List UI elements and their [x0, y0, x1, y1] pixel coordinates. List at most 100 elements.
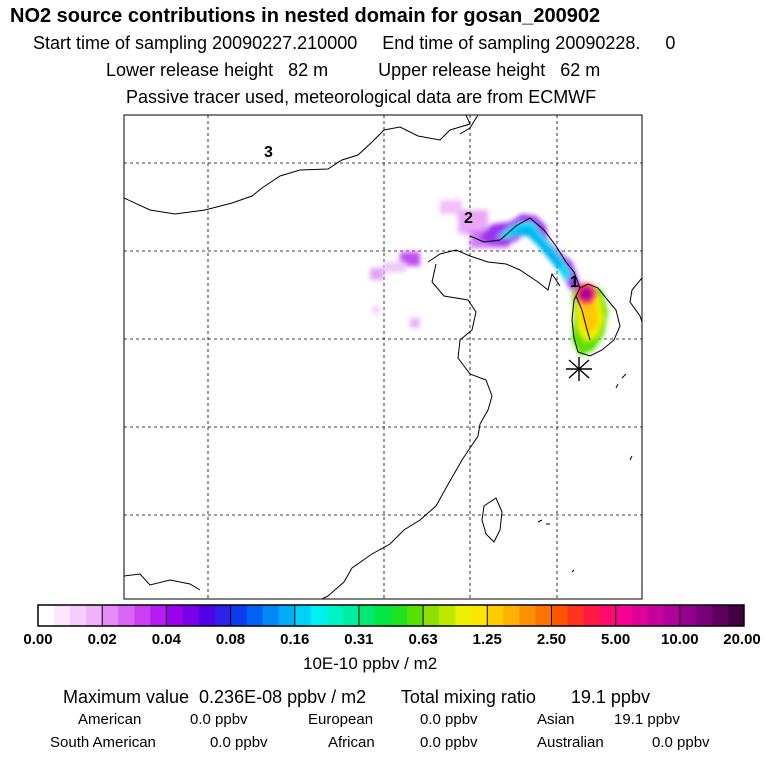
trajectory-labels: 1 2 3 [264, 144, 579, 291]
colorbar-tick-label: 0.08 [215, 631, 246, 648]
colorbar-swatch [487, 605, 504, 626]
colorbar-swatch [358, 605, 376, 626]
korea-inner-border [575, 295, 591, 341]
colorbar-swatch [695, 605, 713, 626]
coastlines [124, 115, 642, 599]
colorbar-swatch [471, 605, 488, 626]
colorbar-swatch [294, 605, 312, 626]
colorbar-swatch [727, 605, 745, 626]
china-coast [321, 263, 493, 599]
colorbar-swatch [118, 605, 135, 626]
colorbar-swatch [102, 605, 119, 626]
inner-mongolia-border [124, 115, 471, 215]
manchuria-border [459, 115, 479, 135]
colorbar-swatch [342, 605, 360, 626]
colorbar-swatch [647, 605, 665, 626]
colorbar-units: 10E-10 ppbv / m2 [303, 654, 438, 673]
region-name: American [78, 711, 142, 728]
taiwan-outline [481, 497, 503, 543]
colorbar-swatch [455, 605, 472, 626]
colorbar-swatch [599, 605, 617, 626]
colorbar-frame [37, 604, 745, 627]
colorbar-swatch [663, 605, 681, 626]
japan-coast [629, 277, 642, 323]
region-name: Asian [537, 711, 575, 728]
colorbar-swatch [326, 605, 344, 626]
latlon-grid [124, 115, 642, 599]
colorbar-tick-label: 2.50 [536, 631, 567, 648]
colorbar-swatch [134, 605, 151, 626]
release-height-line: Lower release height 82 m Upper release … [106, 60, 601, 80]
colorbar-tick-label: 1.25 [472, 631, 502, 648]
colorbar-swatch [230, 605, 248, 626]
region-name: African [328, 734, 375, 751]
colorbar-swatch [198, 605, 215, 626]
plume-cell [370, 268, 384, 280]
region-name: South American [50, 734, 156, 751]
plume-cell [384, 262, 406, 272]
colorbar-swatch [535, 605, 552, 626]
colorbar-tick-label: 0.63 [408, 631, 438, 648]
colorbar-swatch [679, 605, 697, 626]
trajectory-label-1: 1 [570, 274, 579, 291]
colorbar-swatch [519, 605, 536, 626]
plume-band [508, 228, 562, 270]
colorbar-swatch [439, 605, 456, 626]
region-name: European [308, 711, 374, 728]
colorbar-tick-label: 0.16 [280, 631, 310, 648]
trajectory-label-2: 2 [464, 210, 473, 227]
map-frame [123, 114, 643, 600]
colorbar [37, 604, 745, 627]
region-value: 0.0 ppbv [420, 734, 478, 751]
hainan-hint [124, 573, 201, 591]
colorbar-swatch [86, 605, 103, 626]
colorbar-tick-label: 0.31 [344, 631, 374, 648]
region-value: 0.0 ppbv [190, 711, 248, 728]
colorbar-tick-label: 5.00 [601, 631, 631, 648]
region-value: 0.0 ppbv [420, 711, 478, 728]
colorbar-swatch [423, 605, 440, 626]
colorbar-swatch [567, 605, 585, 626]
colorbar-tick-label: 0.00 [23, 631, 53, 648]
region-value: 0.0 ppbv [210, 734, 268, 751]
plume-cell [440, 200, 462, 214]
colorbar-swatch [374, 605, 392, 626]
region-name: Australian [537, 734, 604, 751]
plume-cell [372, 306, 380, 314]
colorbar-swatch [182, 605, 199, 626]
tracer-info-line: Passive tracer used, meteorological data… [126, 87, 597, 107]
trajectory-label-3: 3 [264, 144, 273, 161]
region-value: 19.1 ppbv [614, 711, 680, 728]
colorbar-tick-label: 20.00 [723, 631, 761, 648]
colorbar-swatch [150, 605, 167, 626]
korea-coast [571, 283, 621, 357]
colorbar-swatch [551, 605, 568, 626]
colorbar-swatch [503, 605, 520, 626]
colorbar-swatch [262, 605, 280, 626]
map-title: NO2 source contributions in nested domai… [10, 5, 601, 27]
receptor-asterisk-icon [566, 357, 592, 381]
colorbar-swatch [615, 605, 633, 626]
sampling-time-line: Start time of sampling 20090227.210000 E… [33, 33, 676, 53]
colorbar-swatch [407, 605, 424, 626]
colorbar-swatch [631, 605, 649, 626]
colorbar-swatch [246, 605, 264, 626]
plume-cell [410, 318, 420, 328]
colorbar-swatch [70, 605, 87, 626]
colorbar-swatch [711, 605, 729, 626]
colorbar-swatch [166, 605, 183, 626]
colorbar-swatch [391, 605, 408, 626]
max-value-line: Maximum value 0.236E-08 ppbv / m2 Total … [63, 687, 650, 707]
china-coast-north [427, 249, 561, 291]
china-korea-border [469, 217, 581, 289]
colorbar-tick-label: 0.02 [87, 631, 117, 648]
colorbar-swatch [310, 605, 328, 626]
plume-field [370, 200, 608, 356]
colorbar-swatch [583, 605, 601, 626]
colorbar-swatch [54, 605, 71, 626]
region-value: 0.0 ppbv [652, 734, 710, 751]
colorbar-swatch [278, 605, 296, 626]
colorbar-swatch [214, 605, 232, 626]
plume-band [580, 298, 598, 334]
